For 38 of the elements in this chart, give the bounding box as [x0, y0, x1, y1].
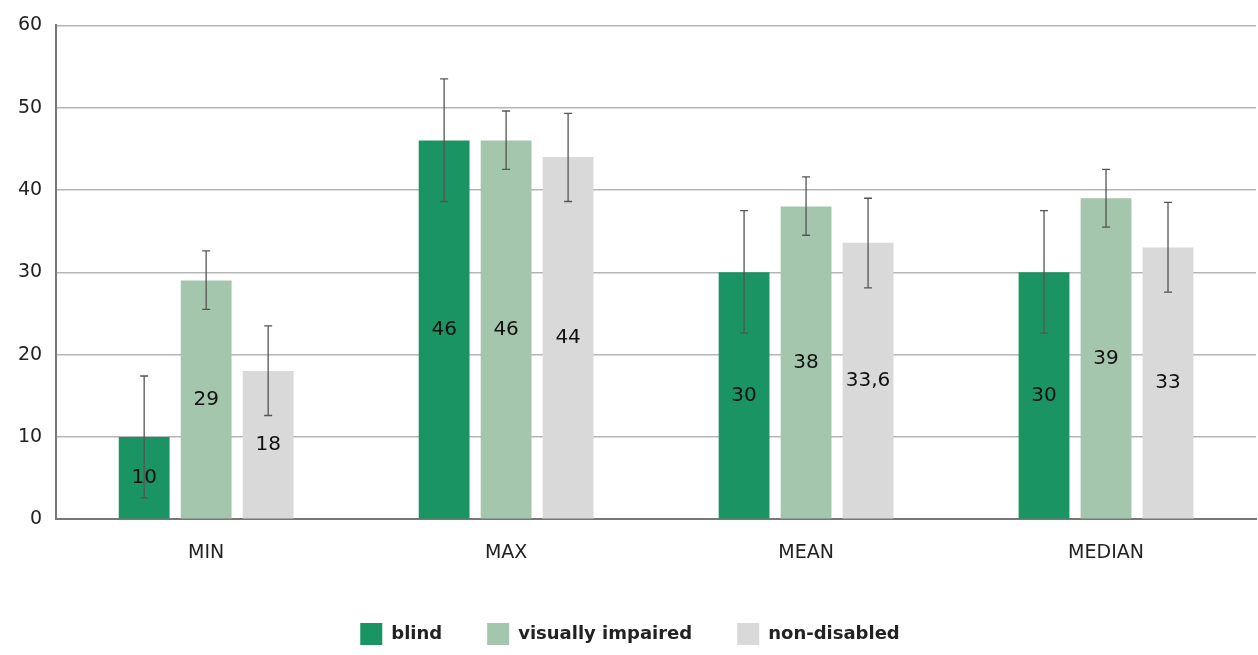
x-tick-label: MEDIAN	[1068, 539, 1144, 562]
data-label: 46	[493, 315, 519, 340]
data-label: 18	[255, 430, 281, 455]
x-tick-label: MAX	[484, 539, 528, 562]
data-label: 33	[1155, 369, 1181, 394]
data-label: 39	[1093, 344, 1119, 369]
bar	[842, 242, 894, 519]
data-label: 46	[431, 315, 457, 340]
bar	[1142, 247, 1194, 519]
legend-label: blind	[391, 621, 443, 643]
y-tick-label: 10	[17, 423, 43, 446]
legend-label: visually impaired	[518, 621, 693, 643]
bar	[180, 280, 232, 519]
bar	[542, 157, 594, 519]
bar	[118, 436, 170, 519]
legend-label: non-disabled	[768, 621, 900, 643]
bar	[780, 206, 832, 519]
bar	[718, 272, 770, 519]
data-label: 33,6	[845, 366, 891, 391]
bar	[418, 140, 470, 519]
y-tick-label: 40	[17, 176, 43, 199]
y-tick-label: 50	[17, 94, 43, 117]
data-label: 10	[131, 463, 157, 488]
x-tick-label: MEAN	[778, 539, 834, 562]
bar	[242, 371, 294, 519]
bar	[1018, 272, 1070, 519]
y-tick-label: 30	[17, 259, 43, 282]
data-label: 30	[1031, 381, 1057, 406]
bar	[480, 140, 532, 519]
x-tick-label: MIN	[188, 539, 225, 562]
data-label: 44	[555, 323, 581, 348]
data-label: 29	[193, 385, 219, 410]
y-tick-label: 20	[17, 341, 43, 364]
y-tick-label: 0	[30, 506, 43, 529]
y-tick-label: 60	[17, 12, 43, 35]
data-label: 38	[793, 348, 819, 373]
data-label: 30	[731, 381, 757, 406]
bar	[1080, 198, 1132, 519]
